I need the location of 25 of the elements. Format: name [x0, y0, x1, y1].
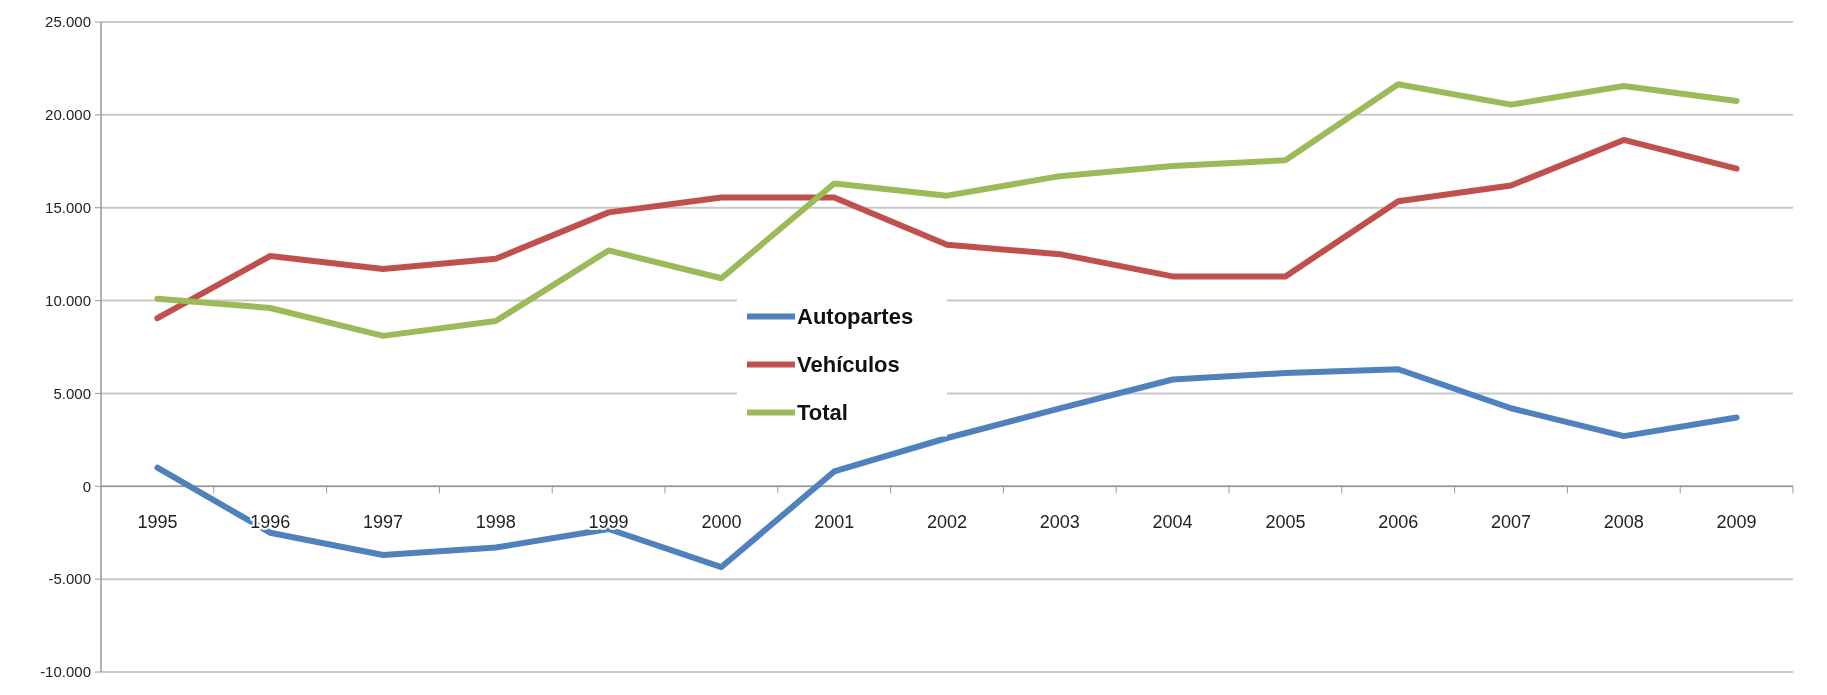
x-tick-label: 2007 [1490, 512, 1532, 533]
legend-label: Vehículos [797, 352, 900, 378]
y-tick-label: -5.000 [48, 570, 91, 588]
x-tick-label: 1998 [475, 512, 516, 533]
x-tick-label: 2000 [701, 512, 742, 533]
x-tick-label: 2004 [1152, 512, 1193, 533]
x-tick-label: 2001 [814, 512, 855, 533]
x-tick-label: 2003 [1039, 512, 1080, 533]
y-tick-label: 15.000 [45, 198, 91, 216]
x-tick-label: 1997 [362, 512, 404, 533]
y-tick-label: 25.000 [45, 13, 91, 31]
x-tick-label: 2008 [1603, 512, 1644, 533]
x-tick-label: 2002 [926, 512, 968, 533]
x-tick-label: 2006 [1378, 512, 1419, 533]
x-tick-label: 1999 [588, 512, 629, 533]
y-tick-label: 20.000 [45, 106, 91, 124]
y-tick-label: 0 [82, 477, 91, 495]
y-tick-label: -10.000 [40, 663, 91, 681]
y-tick-label: 10.000 [45, 291, 91, 309]
x-tick-label: 2009 [1716, 512, 1757, 533]
y-tick-label: 5.000 [53, 384, 91, 402]
x-tick-label: 1995 [137, 512, 178, 533]
x-tick-label: 2005 [1265, 512, 1306, 533]
legend-label: Autopartes [797, 304, 914, 330]
legend-label: Total [797, 400, 848, 426]
